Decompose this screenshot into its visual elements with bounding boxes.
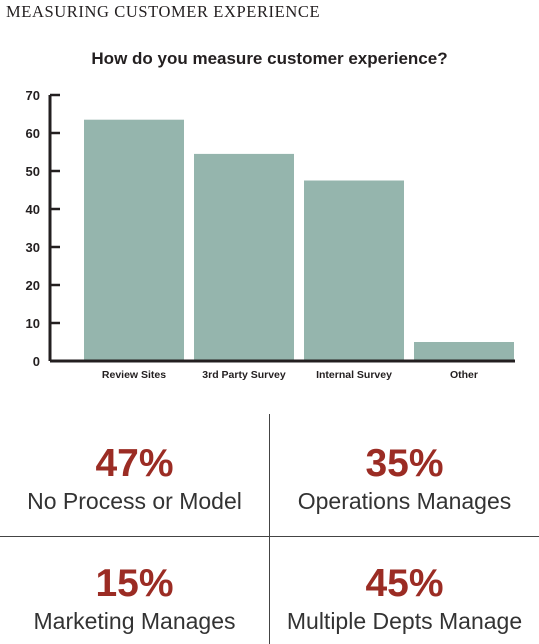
bar — [194, 153, 294, 361]
stat-label: Multiple Depts Manage — [286, 608, 523, 634]
bar — [84, 119, 184, 361]
horizontal-divider — [0, 536, 539, 537]
chart-title: How do you measure customer experience? — [91, 49, 448, 68]
bar — [414, 342, 514, 361]
bar — [304, 180, 404, 361]
x-tick-label: Other — [450, 369, 478, 381]
y-tick-label: 10 — [26, 316, 40, 331]
y-tick-label: 0 — [33, 354, 40, 369]
x-tick-label: 3rd Party Survey — [202, 369, 286, 381]
y-tick-label: 60 — [26, 126, 40, 141]
stat-value: 45% — [365, 562, 444, 605]
chart-canvas: 0 10 20 30 40 50 60 70 Review Sites 3rd Party Sur… — [26, 88, 515, 381]
x-tick-label: Review Sites — [102, 369, 166, 381]
stats-grid: 47% No Process or Model 35% Operations M… — [0, 414, 539, 644]
stat-marketing-manages: 15% Marketing Manages — [0, 564, 269, 636]
vertical-divider — [269, 414, 270, 644]
y-tick-label: 40 — [26, 202, 40, 217]
stat-multiple-depts: 45% Multiple Depts Manage — [270, 564, 539, 636]
stat-value: 15% — [95, 562, 174, 605]
stat-operations-manages: 35% Operations Manages — [270, 444, 539, 516]
stat-label: No Process or Model — [27, 488, 242, 514]
y-tick-label: 50 — [26, 164, 40, 179]
stat-label: Operations Manages — [297, 488, 512, 514]
stat-no-process: 47% No Process or Model — [0, 444, 269, 516]
stat-value: 47% — [95, 442, 174, 485]
section-title: MEASURING CUSTOMER EXPERIENCE — [6, 2, 321, 21]
y-tick-label: 30 — [26, 240, 40, 255]
x-tick-label: Internal Survey — [316, 369, 392, 381]
bar-chart: How do you measure customer experience? … — [26, 49, 515, 381]
y-tick-label: 70 — [26, 88, 40, 103]
stat-label: Marketing Manages — [33, 608, 236, 634]
y-tick-label: 20 — [26, 278, 40, 293]
stat-value: 35% — [365, 442, 444, 485]
